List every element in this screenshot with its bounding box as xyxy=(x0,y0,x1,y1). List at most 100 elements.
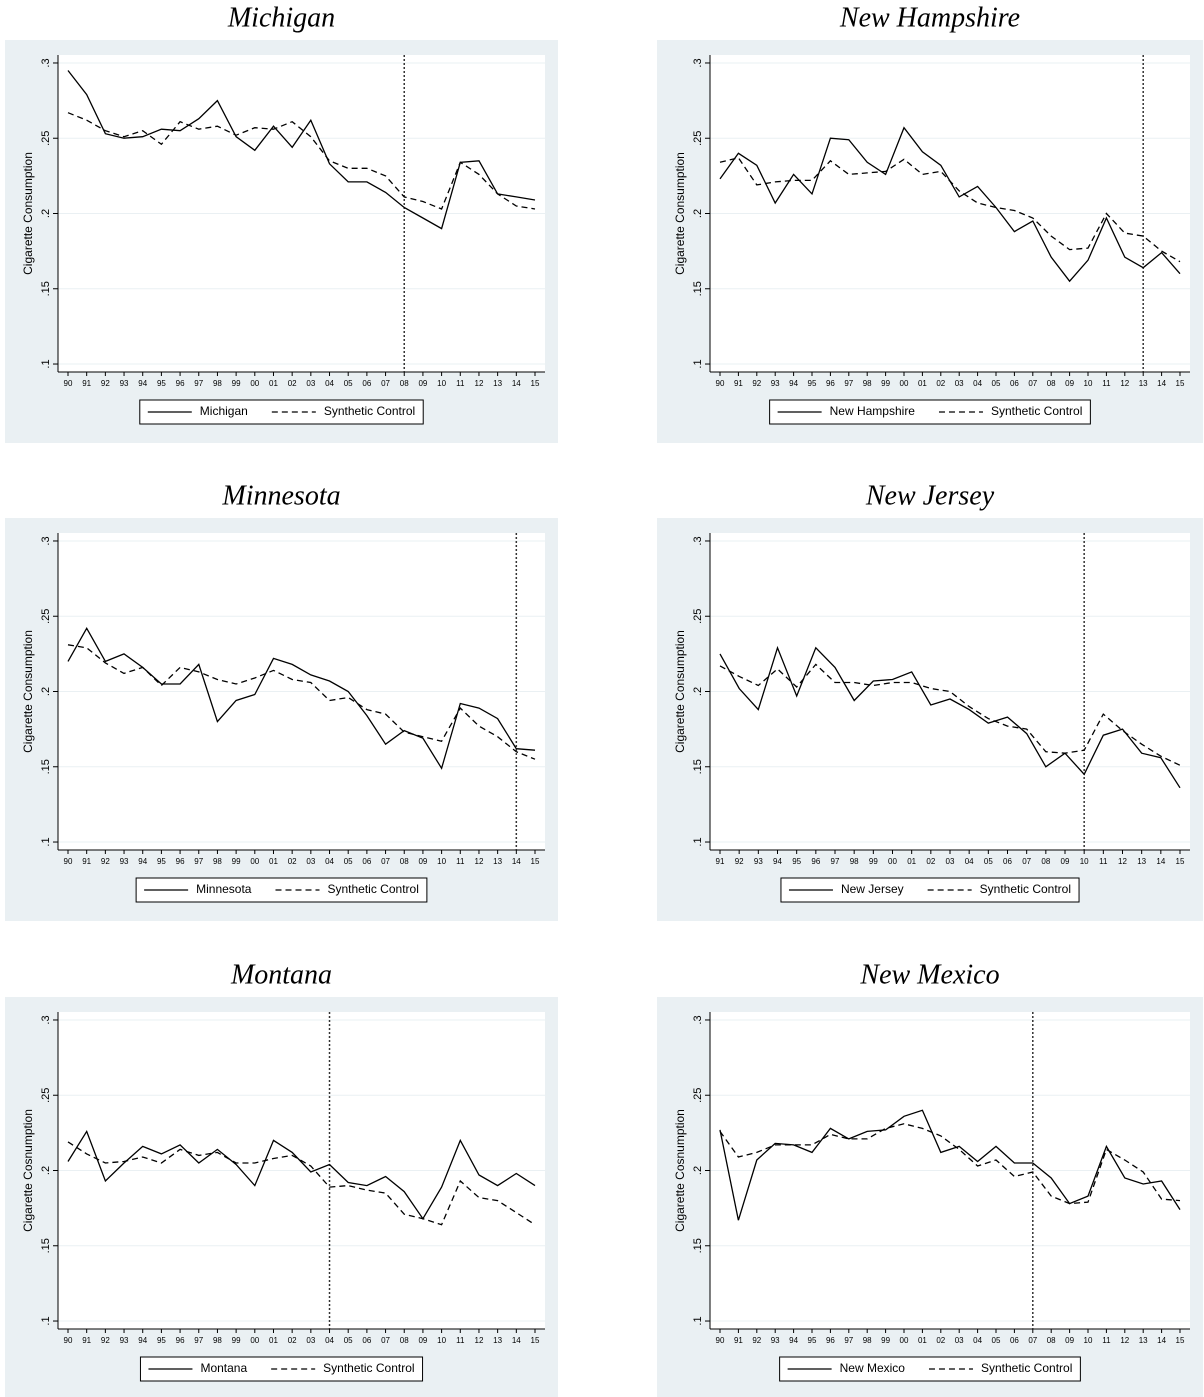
legend-box xyxy=(769,399,1091,425)
x-tick-label: 98 xyxy=(863,1336,872,1345)
y-tick-label: .3 xyxy=(692,536,704,545)
x-tick-label: 93 xyxy=(120,1336,129,1345)
x-tick-label: 94 xyxy=(138,1336,147,1345)
y-tick-label: .2 xyxy=(40,209,52,218)
x-tick-label: 11 xyxy=(1102,379,1111,388)
x-tick-label: 14 xyxy=(512,857,521,866)
y-tick-label: .1 xyxy=(692,837,704,846)
y-tick-label: .2 xyxy=(692,687,704,696)
x-tick-label: 93 xyxy=(120,379,129,388)
y-tick-label: .1 xyxy=(692,359,704,368)
x-tick-label: 91 xyxy=(734,379,743,388)
legend-label: Synthetic Control xyxy=(324,404,415,418)
x-tick-label: 00 xyxy=(900,379,909,388)
x-tick-label: 96 xyxy=(176,379,185,388)
legend-label: Synthetic Control xyxy=(991,404,1082,418)
x-tick-label: 00 xyxy=(250,1336,259,1345)
x-tick-label: 02 xyxy=(288,379,297,388)
y-tick-label: .15 xyxy=(692,281,704,296)
x-tick-label: 01 xyxy=(269,1336,278,1345)
x-tick-label: 11 xyxy=(456,857,465,866)
x-tick-label: 03 xyxy=(306,1336,315,1345)
x-tick-label: 06 xyxy=(362,379,371,388)
x-tick-label: 15 xyxy=(531,857,540,866)
x-tick-label: 04 xyxy=(325,857,334,866)
x-tick-label: 99 xyxy=(232,379,241,388)
x-tick-label: 04 xyxy=(973,379,982,388)
x-tick-label: 02 xyxy=(926,857,935,866)
x-tick-label: 11 xyxy=(1099,857,1108,866)
x-tick-label: 05 xyxy=(344,379,353,388)
x-tick-label: 95 xyxy=(792,857,801,866)
chart-title: New Jersey xyxy=(865,480,995,511)
x-tick-label: 94 xyxy=(138,379,147,388)
x-tick-label: 06 xyxy=(1010,1336,1019,1345)
series-line xyxy=(67,70,536,230)
x-tick-label: 93 xyxy=(120,857,129,866)
x-tick-label: 06 xyxy=(1010,379,1019,388)
panel: New Hampshire .1 .15 .2 .25 .3 90 91 92 93 94 95 96 9… xyxy=(657,2,1203,443)
x-tick-label: 90 xyxy=(64,379,73,388)
x-tick-label: 94 xyxy=(789,379,798,388)
legend-label: Michigan xyxy=(200,404,248,418)
x-tick-label: 00 xyxy=(900,1336,909,1345)
x-tick-label: 98 xyxy=(850,857,859,866)
x-tick-label: 90 xyxy=(64,1336,73,1345)
x-tick-label: 91 xyxy=(716,857,725,866)
y-tick-label: .15 xyxy=(40,1238,52,1253)
x-tick-label: 07 xyxy=(1028,379,1037,388)
x-tick-label: 91 xyxy=(82,1336,91,1345)
x-tick-label: 11 xyxy=(1102,1336,1111,1345)
x-tick-label: 90 xyxy=(64,857,73,866)
x-tick-label: 13 xyxy=(1137,857,1146,866)
x-tick-label: 12 xyxy=(1120,379,1129,388)
x-tick-label: 00 xyxy=(250,379,259,388)
x-tick-label: 07 xyxy=(381,857,390,866)
series-line xyxy=(719,645,1181,789)
y-tick-label: .1 xyxy=(692,1316,704,1325)
y-tick-label: .1 xyxy=(40,359,52,368)
panel: Minnesota .1 .15 .2 .25 .3 90 91 92 93 94 95 96 97 98 9… xyxy=(5,480,558,921)
x-tick-label: 97 xyxy=(844,1336,853,1345)
chart-title: Minnesota xyxy=(221,480,340,511)
panel: Michigan .1 .15 .2 .25 .3 90 91 92 93 94 95 96 97 98 99… xyxy=(5,2,558,443)
x-tick-label: 14 xyxy=(1157,1336,1166,1345)
x-tick-label: 03 xyxy=(946,857,955,866)
x-tick-label: 94 xyxy=(773,857,782,866)
x-tick-label: 09 xyxy=(418,857,427,866)
x-tick-label: 99 xyxy=(881,1336,890,1345)
x-tick-label: 15 xyxy=(531,379,540,388)
x-tick-label: 05 xyxy=(344,1336,353,1345)
x-tick-label: 98 xyxy=(213,1336,222,1345)
x-tick-label: 92 xyxy=(752,1336,761,1345)
x-tick-label: 90 xyxy=(716,379,725,388)
x-tick-label: 01 xyxy=(269,379,278,388)
series-line xyxy=(67,112,536,210)
x-tick-label: 10 xyxy=(437,379,446,388)
series-line xyxy=(719,157,1181,263)
x-tick-label: 98 xyxy=(213,857,222,866)
x-tick-label: 09 xyxy=(418,1336,427,1345)
legend-label: Montana xyxy=(200,1361,247,1375)
x-tick-label: 08 xyxy=(400,1336,409,1345)
x-tick-label: 97 xyxy=(844,379,853,388)
legend-label: Synthetic Control xyxy=(981,1361,1072,1375)
y-tick-label: .15 xyxy=(692,1238,704,1253)
x-tick-label: 09 xyxy=(1065,1336,1074,1345)
x-tick-label: 06 xyxy=(1003,857,1012,866)
x-tick-label: 96 xyxy=(826,379,835,388)
x-tick-label: 10 xyxy=(437,1336,446,1345)
y-axis-title: Cigarette Consumption xyxy=(673,630,687,753)
x-tick-label: 13 xyxy=(493,1336,502,1345)
y-tick-label: .25 xyxy=(40,1088,52,1103)
x-tick-label: 14 xyxy=(1156,857,1165,866)
x-tick-label: 98 xyxy=(213,379,222,388)
x-tick-label: 04 xyxy=(325,1336,334,1345)
x-tick-label: 97 xyxy=(831,857,840,866)
y-tick-label: .1 xyxy=(40,837,52,846)
legend-label: Synthetic Control xyxy=(980,882,1071,896)
x-tick-label: 12 xyxy=(1118,857,1127,866)
x-tick-label: 02 xyxy=(288,1336,297,1345)
series-line xyxy=(719,1123,1181,1205)
